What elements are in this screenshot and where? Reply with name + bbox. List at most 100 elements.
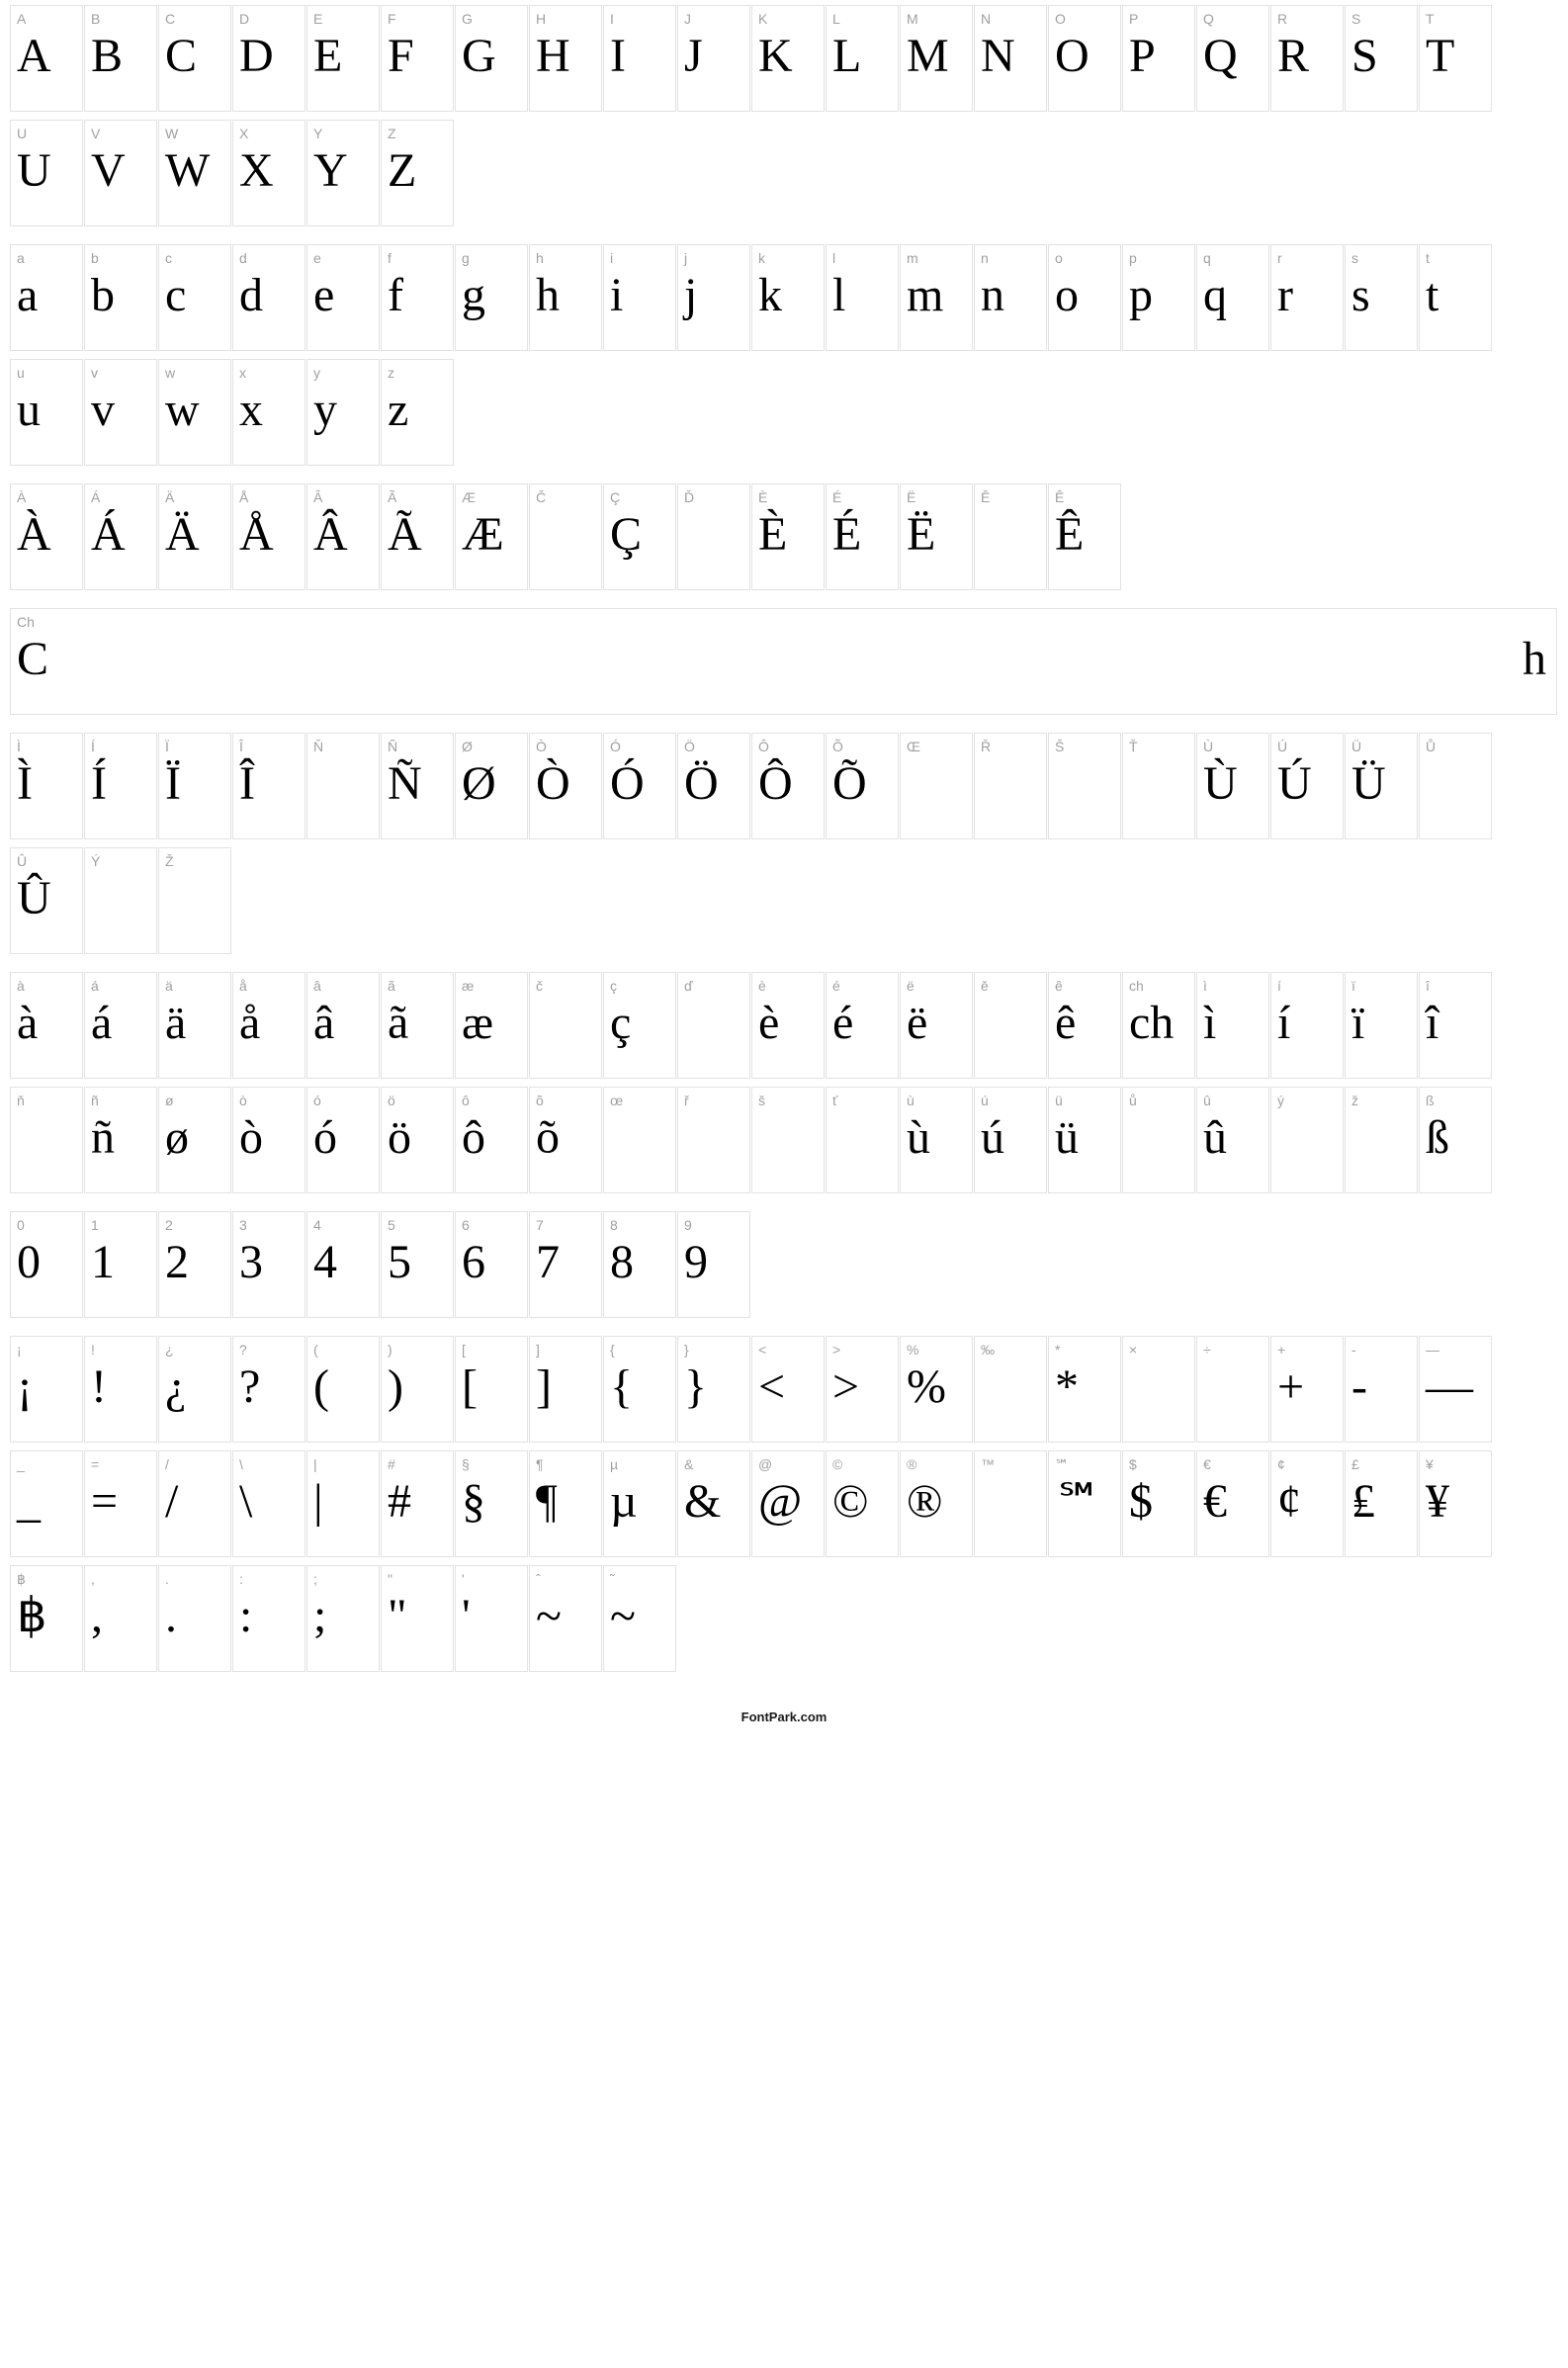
glyph-label: Q [1203,10,1264,30]
glyph-cell: ** [1048,1336,1121,1443]
glyph-char: É [832,508,894,562]
glyph-label: 9 [684,1216,745,1236]
glyph-char: î [1426,997,1487,1050]
glyph-label: h [536,249,597,269]
glyph-cell: nn [974,244,1047,351]
glyph-cell: ÒÒ [529,733,602,839]
glyph-cell: MM [900,5,973,112]
glyph-char: b [91,269,152,322]
glyph-cell: 22 [158,1211,231,1318]
glyph-label: à [17,977,78,997]
glyph-label: Ö [684,738,745,757]
glyph-cell: ââ [306,972,380,1079]
glyph-cell: ee [306,244,380,351]
glyph-label: B [91,10,152,30]
glyph-char: Õ [832,757,894,811]
glyph-char: W [165,144,226,198]
glyph-label: a [17,249,78,269]
glyph-label: Ç [610,488,671,508]
glyph-char: m [907,269,968,322]
glyph-label: = [91,1455,152,1475]
glyph-label: t [1426,249,1487,269]
glyph-cell: DD [232,5,305,112]
glyph-char: ó [313,1111,375,1165]
glyph-label: Ď [684,488,745,508]
glyph-char: ? [239,1360,301,1414]
glyph-cell: RR [1270,5,1344,112]
glyph-cell: {{ [603,1336,676,1443]
glyph-label: N [981,10,1042,30]
glyph-char: t [1426,269,1487,322]
glyph-label: ě [981,977,1042,997]
glyph-cell: ÂÂ [306,483,380,590]
glyph-cell: [[ [455,1336,528,1443]
glyph-label: č [536,977,597,997]
glyph-label: ů [1129,1092,1190,1111]
glyph-label: € [1203,1455,1264,1475]
glyph-label: Û [17,852,78,872]
glyph-label: | [313,1455,375,1475]
glyph-label: ÷ [1203,1341,1264,1360]
glyph-label: È [758,488,820,508]
glyph-cell: ØØ [455,733,528,839]
glyph-label: ! [91,1341,152,1360]
glyph-cell: ww [158,359,231,466]
glyph-chart: AABBCCDDEEFFGGHHIIJJKKLLMMNNOOPPQQRRSSTT… [10,5,1558,1680]
glyph-cell: HH [529,5,602,112]
glyph-label: ť [832,1092,894,1111]
glyph-label: ê [1055,977,1116,997]
glyph-char: 7 [536,1236,597,1289]
glyph-char: ℠ [1055,1475,1116,1529]
glyph-label: I [610,10,671,30]
glyph-cell: üü [1048,1087,1121,1193]
glyph-label: À [17,488,78,508]
glyph-cell: ÷ [1196,1336,1269,1443]
glyph-cell: KK [751,5,825,112]
glyph-cell: Š [1048,733,1121,839]
glyph-char: ì [1203,997,1264,1050]
glyph-char: Å [239,508,301,562]
glyph-cell: YY [306,120,380,226]
group-uppercase: AABBCCDDEEFFGGHHIIJJKKLLMMNNOOPPQQRRSSTT… [10,5,1558,234]
glyph-label: ç [610,977,671,997]
glyph-cell: ++ [1270,1336,1344,1443]
glyph-char: X [239,144,301,198]
glyph-label: * [1055,1341,1116,1360]
glyph-label: ř [684,1092,745,1111]
glyph-row: AABBCCDDEEFFGGHHIIJJKKLLMMNNOOPPQQRRSSTT… [10,5,1558,234]
glyph-cell: ÉÉ [826,483,899,590]
glyph-cell: €€ [1196,1450,1269,1557]
glyph-label: $ [1129,1455,1190,1475]
glyph-char: e [313,269,375,322]
glyph-label: q [1203,249,1264,269]
glyph-char: â [313,997,375,1050]
glyph-label: Â [313,488,375,508]
glyph-cell: ## [381,1450,454,1557]
glyph-label: i [610,249,671,269]
glyph-label: Ê [1055,488,1116,508]
glyph-label: 4 [313,1216,375,1236]
glyph-cell: )) [381,1336,454,1443]
glyph-cell: ;; [306,1565,380,1672]
glyph-char: ô [462,1111,523,1165]
glyph-label: & [684,1455,745,1475]
glyph-label: ™ [981,1455,1042,1475]
glyph-char: > [832,1360,894,1414]
glyph-label: k [758,249,820,269]
glyph-char: i [610,269,671,322]
glyph-char: \ [239,1475,301,1529]
glyph-cell: ¢¢ [1270,1450,1344,1557]
glyph-label: ‰ [981,1341,1042,1360]
glyph-label: ü [1055,1092,1116,1111]
glyph-char: 0 [17,1236,78,1289]
glyph-char: 1 [91,1236,152,1289]
glyph-cell: '' [455,1565,528,1672]
glyph-char: M [907,30,968,83]
glyph-label: ß [1426,1092,1487,1111]
glyph-label: Ã [388,488,449,508]
glyph-cell: Ě [974,483,1047,590]
glyph-label: O [1055,10,1116,30]
glyph-cell: BB [84,5,157,112]
glyph-label: Ř [981,738,1042,757]
glyph-cell: QQ [1196,5,1269,112]
